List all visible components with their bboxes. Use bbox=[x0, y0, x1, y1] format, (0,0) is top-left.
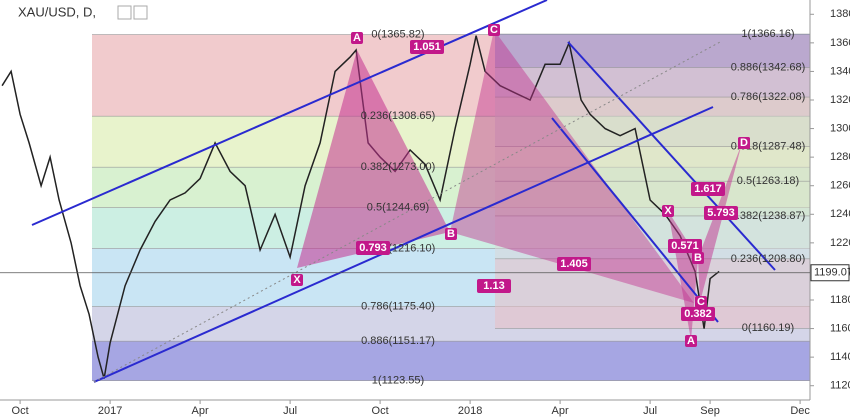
pattern-point-box bbox=[291, 274, 303, 286]
y-tick-label: 1160 bbox=[830, 322, 850, 334]
pattern-point: C bbox=[697, 296, 705, 308]
fib-label: 0(1160.19) bbox=[742, 322, 794, 334]
fib-label: 0.886(1342.68) bbox=[731, 62, 806, 74]
trend-line bbox=[551, 117, 719, 323]
y-tick-label: 1340 bbox=[830, 65, 850, 77]
fib-label: 0.236(1208.80) bbox=[731, 253, 806, 265]
ratio-box bbox=[356, 241, 390, 255]
ratio-box bbox=[668, 239, 702, 253]
x-tick-label: Sep bbox=[700, 405, 720, 417]
trend-line bbox=[567, 41, 776, 271]
icon bbox=[117, 5, 132, 20]
fib-band bbox=[92, 341, 810, 381]
diagonal bbox=[93, 41, 721, 383]
fib-band bbox=[495, 97, 810, 147]
y-tick-label: 1220 bbox=[830, 237, 850, 249]
x-tick-label: Jul bbox=[643, 405, 657, 417]
ratio-box bbox=[691, 182, 725, 196]
y-tick-label: 1240 bbox=[830, 208, 850, 220]
pattern-point-box bbox=[445, 228, 457, 240]
fib-label: 1(1123.55) bbox=[372, 375, 424, 387]
ratio-box bbox=[557, 257, 591, 271]
ratio-label: 0.571 bbox=[671, 240, 699, 252]
x-tick-label: 2017 bbox=[98, 405, 122, 417]
x-tick-label: Oct bbox=[12, 405, 29, 417]
fib-label: 0.5(1263.18) bbox=[737, 175, 799, 187]
pattern-point: X bbox=[293, 274, 301, 286]
pattern-point: A bbox=[687, 335, 695, 347]
fib-label: 0.786(1322.08) bbox=[731, 91, 806, 103]
y-tick-label: 1120 bbox=[830, 380, 850, 392]
pattern-point-box bbox=[351, 32, 363, 44]
fib-label: 0.382(1238.87) bbox=[731, 210, 806, 222]
x-tick-label: Apr bbox=[192, 405, 209, 417]
fib-label: 1(1366.16) bbox=[741, 28, 794, 40]
pattern-xab bbox=[297, 50, 450, 268]
fib-label: 0.236(1308.65) bbox=[361, 110, 436, 122]
price-line bbox=[1, 35, 720, 379]
ratio-label: 1.13 bbox=[483, 280, 504, 292]
fib-bands bbox=[92, 33, 810, 381]
ratio-label: 1.405 bbox=[560, 258, 588, 270]
x-tick-label: Jul bbox=[283, 405, 297, 417]
ratio-box bbox=[681, 307, 715, 321]
pattern-point-box bbox=[662, 205, 674, 217]
pattern-point: B bbox=[694, 252, 702, 264]
pattern-point-box bbox=[488, 24, 500, 36]
fib-band bbox=[495, 34, 810, 68]
pattern-point: X bbox=[664, 205, 672, 217]
y-tick-label: 1360 bbox=[830, 37, 850, 49]
ratio-label: 5.793 bbox=[707, 207, 735, 219]
fib-band bbox=[495, 181, 810, 216]
fib-band bbox=[495, 67, 810, 98]
trend-line bbox=[31, 0, 548, 226]
y-tick-label: 1300 bbox=[830, 122, 850, 134]
y-tick-label: 1380 bbox=[830, 8, 850, 20]
fib-label: 0.382(1273.00) bbox=[361, 161, 436, 173]
trend-line bbox=[93, 106, 714, 383]
fib-band bbox=[495, 258, 810, 329]
ratio-label: 0.382 bbox=[684, 308, 712, 320]
chart-title: XAU/USD, D, bbox=[18, 4, 96, 19]
pattern-point-box bbox=[738, 137, 750, 149]
ratio-label: 1.617 bbox=[694, 183, 722, 195]
x-tick-label: Dec bbox=[790, 405, 810, 417]
price-layer bbox=[1, 35, 720, 379]
pattern-point-box bbox=[695, 296, 707, 308]
ratio-label: 0.793 bbox=[359, 242, 387, 254]
pattern-2b bbox=[698, 143, 742, 302]
last-price-box bbox=[810, 264, 850, 282]
pattern-point: C bbox=[490, 24, 498, 36]
ratio-box bbox=[410, 40, 444, 54]
ratio-box bbox=[704, 206, 738, 220]
x-tick-label: Oct bbox=[372, 405, 389, 417]
last-price-label: 1199.07 bbox=[814, 267, 850, 279]
icon bbox=[133, 5, 148, 20]
x-tick-label: Apr bbox=[552, 405, 569, 417]
fib-band bbox=[495, 146, 810, 182]
y-tick-label: 1320 bbox=[830, 94, 850, 106]
fib-label: 0.886(1151.17) bbox=[361, 335, 435, 347]
y-tick-label: 1180 bbox=[830, 294, 850, 306]
pattern-point: B bbox=[447, 228, 455, 240]
pattern-point: A bbox=[353, 32, 361, 44]
y-tick-label: 1280 bbox=[830, 151, 850, 163]
x-tick-label: 2018 bbox=[458, 405, 482, 417]
ratio-label: 1.051 bbox=[413, 41, 441, 53]
fib-label: 0.786(1175.40) bbox=[361, 300, 435, 312]
fib-label: 0(1365.82) bbox=[371, 28, 424, 40]
y-tick-label: 1260 bbox=[830, 180, 850, 192]
y-tick-label: 1140 bbox=[830, 351, 850, 363]
pattern-bcd bbox=[450, 30, 694, 303]
ratio-box bbox=[477, 279, 511, 293]
pattern-point-box bbox=[692, 252, 704, 264]
fib-label: 0.5(1244.69) bbox=[367, 201, 429, 213]
pattern-point-box bbox=[685, 335, 697, 347]
pattern-point: D bbox=[740, 137, 748, 149]
